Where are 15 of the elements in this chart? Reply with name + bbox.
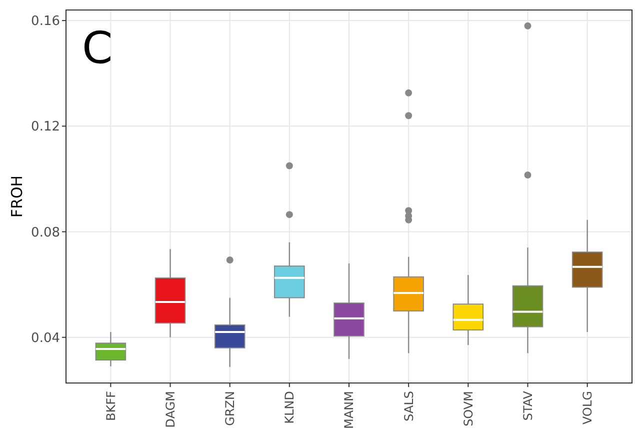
- y-axis-title: FROH: [8, 175, 26, 218]
- x-tick-label: KLND: [282, 391, 297, 424]
- x-tick-label: STAV: [520, 390, 535, 421]
- y-tick-label: 0.16: [31, 14, 60, 30]
- y-tick-label: 0.08: [31, 225, 60, 240]
- x-tick-label: SOVM: [461, 391, 476, 426]
- x-tick-label: MANM: [342, 391, 356, 429]
- x-tick-label: VOLG: [580, 391, 595, 424]
- y-tick-label: 0.04: [31, 330, 60, 346]
- x-tick-label: GRZN: [223, 391, 238, 426]
- x-tick-label: SALS: [402, 391, 416, 422]
- chart-title: C: [82, 23, 113, 74]
- x-tick-label: DAGM: [163, 391, 178, 428]
- y-tick-label: 0.12: [31, 120, 60, 135]
- x-tick-label: BKFF: [104, 390, 118, 421]
